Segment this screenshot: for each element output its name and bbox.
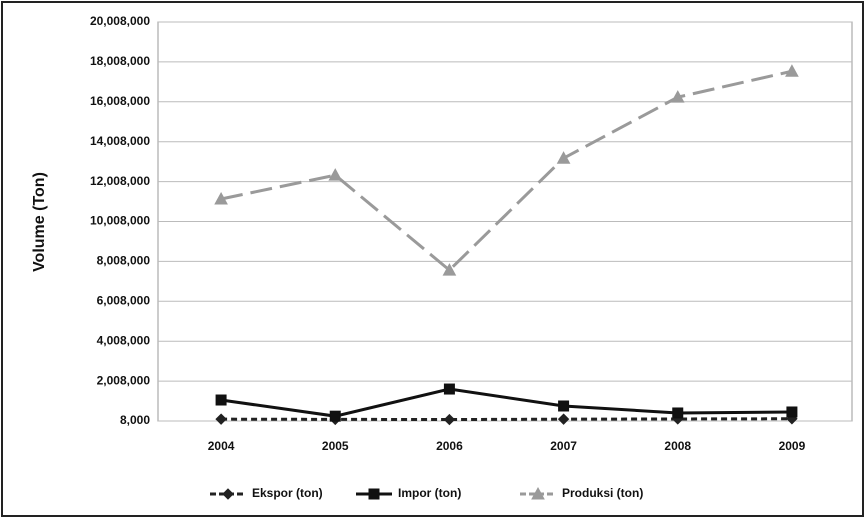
x-tick-label: 2005 xyxy=(322,439,349,453)
marker xyxy=(443,383,455,395)
y-tick-label: 6,008,000 xyxy=(97,293,151,307)
marker xyxy=(368,488,380,500)
marker xyxy=(442,263,457,276)
x-tick-label: 2009 xyxy=(779,439,806,453)
marker xyxy=(785,64,799,77)
y-tick-label: 18,008,000 xyxy=(90,54,150,68)
marker xyxy=(556,151,571,164)
marker xyxy=(328,168,343,181)
marker xyxy=(531,486,545,500)
x-tick-label: 2008 xyxy=(664,439,691,453)
x-tick-label: 2007 xyxy=(550,439,577,453)
y-tick-label: 8,000 xyxy=(120,413,150,427)
series-line xyxy=(220,69,793,273)
series-line xyxy=(220,387,792,418)
legend-label: Ekspor (ton) xyxy=(252,486,323,500)
marker xyxy=(672,407,684,419)
y-tick-label: 14,008,000 xyxy=(90,134,150,148)
marker xyxy=(670,90,685,103)
series-line xyxy=(221,417,792,422)
marker xyxy=(329,410,341,422)
marker xyxy=(214,191,228,205)
marker xyxy=(222,488,234,500)
marker xyxy=(557,413,570,425)
marker xyxy=(215,413,227,425)
y-tick-label: 8,008,000 xyxy=(97,254,151,268)
y-tick-label: 16,008,000 xyxy=(90,94,150,108)
marker xyxy=(786,406,798,418)
y-axis-label: Volume (Ton) xyxy=(31,172,48,272)
legend-label: Produksi (ton) xyxy=(562,486,643,500)
marker xyxy=(558,400,570,412)
y-tick-label: 4,008,000 xyxy=(97,333,151,347)
y-tick-label: 20,008,000 xyxy=(90,14,150,28)
legend-label: Impor (ton) xyxy=(398,486,461,500)
x-tick-label: 2004 xyxy=(208,439,235,453)
x-tick-label: 2006 xyxy=(436,439,463,453)
marker xyxy=(215,394,227,406)
y-tick-label: 2,008,000 xyxy=(97,373,151,387)
y-tick-label: 10,008,000 xyxy=(90,214,150,228)
marker xyxy=(443,413,456,426)
y-tick-label: 12,008,000 xyxy=(90,174,150,188)
